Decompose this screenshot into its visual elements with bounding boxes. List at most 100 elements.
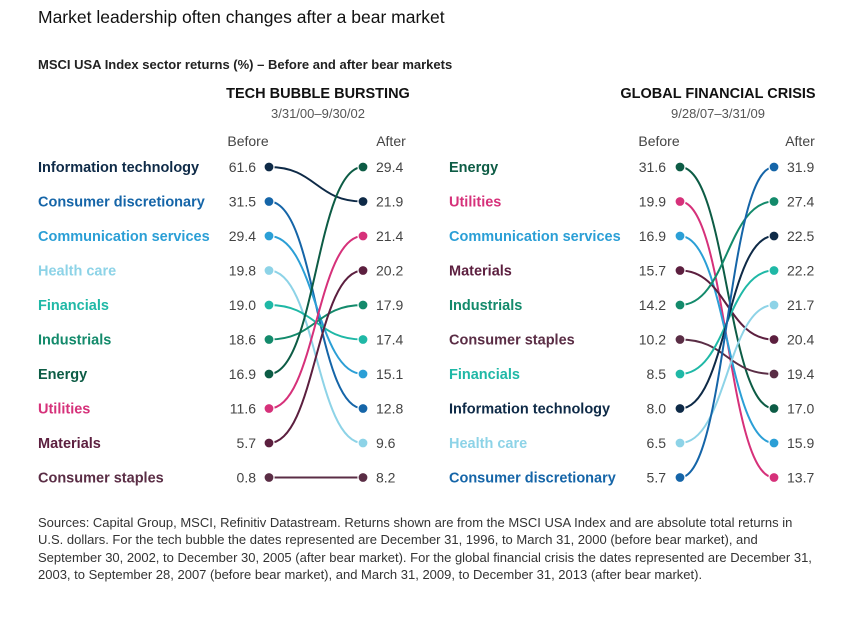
slope-panel: GLOBAL FINANCIAL CRISIS 9/28/07–3/31/09 Be… [449, 86, 816, 487]
after-dot-materials [357, 264, 369, 277]
sector-label-consumer-staples: Consumer staples [449, 333, 575, 349]
panel-date-range: 3/31/00–9/30/02 [271, 106, 365, 121]
before-dot-health-care [674, 437, 686, 449]
before-column-header: Before [227, 133, 268, 149]
panel-title: GLOBAL FINANCIAL CRISIS [620, 86, 816, 102]
before-dot-information-technology [263, 161, 275, 173]
after-dot-information-technology [768, 230, 780, 242]
after-value-label: 31.9 [787, 159, 814, 175]
slope-panels: TECH BUBBLE BURSTING3/31/00–9/30/02Befor… [38, 86, 816, 487]
chart-canvas: Market leadership often changes after a … [38, 7, 816, 487]
before-dot-information-technology [674, 402, 686, 415]
slope-line-energy [268, 166, 364, 375]
before-value-label: 16.9 [229, 366, 256, 382]
before-value-label: 18.6 [229, 332, 256, 348]
sector-label-industrials: Industrials [449, 298, 522, 314]
sector-label-materials: Materials [449, 264, 512, 280]
after-dot-utilities [768, 471, 780, 484]
before-dot-health-care [263, 264, 275, 277]
before-value-label: 31.6 [639, 159, 666, 175]
sector-label-energy: Energy [449, 160, 498, 176]
sector-label-industrials: Industrials [38, 333, 111, 349]
slope-panel: TECH BUBBLE BURSTING 3/31/00–9/30/02Befor… [38, 86, 410, 487]
before-value-label: 61.6 [229, 159, 256, 175]
slope-line-industrials [679, 200, 775, 306]
sector-label-utilities: Utilities [38, 402, 90, 418]
after-value-label: 17.0 [787, 401, 814, 417]
after-dot-consumer-discretionary [357, 402, 369, 415]
before-value-label: 8.5 [647, 366, 667, 382]
slope-line-communication-services [268, 235, 364, 375]
before-column-header: Before [638, 133, 679, 149]
after-dot-energy [768, 402, 780, 415]
chart-subtitle: MSCI USA Index sector returns (%) – Befo… [38, 57, 452, 72]
before-value-label: 11.6 [230, 401, 256, 417]
before-dot-utilities [674, 195, 686, 208]
sector-label-consumer-staples: Consumer staples [38, 471, 164, 487]
after-dot-financials [768, 264, 780, 277]
after-value-label: 12.8 [376, 401, 403, 417]
after-value-label: 17.9 [376, 297, 403, 313]
panel-title: TECH BUBBLE BURSTING [226, 86, 410, 102]
after-dot-industrials [357, 299, 369, 311]
after-value-label: 29.4 [376, 159, 403, 175]
after-value-label: 15.1 [376, 366, 403, 382]
after-dot-communication-services [768, 437, 780, 449]
before-dot-materials [263, 437, 275, 449]
slope-line-consumer-staples [679, 338, 775, 375]
before-dot-communication-services [674, 230, 686, 242]
slope-line-energy [679, 166, 775, 410]
sector-label-utilities: Utilities [449, 195, 501, 211]
panel-date-range: 9/28/07–3/31/09 [671, 106, 765, 121]
sector-label-materials: Materials [38, 436, 101, 452]
before-dot-consumer-discretionary [263, 195, 275, 208]
before-dot-materials [674, 264, 686, 277]
connector-lines [679, 166, 775, 479]
before-value-label: 8.0 [647, 401, 667, 417]
before-dot-consumer-discretionary [674, 471, 686, 484]
before-dot-energy [674, 161, 686, 173]
before-value-label: 29.4 [229, 228, 256, 244]
after-dot-health-care [357, 437, 369, 449]
after-value-label: 13.7 [787, 470, 814, 486]
sector-label-communication-services: Communication services [38, 229, 210, 245]
after-value-label: 22.5 [787, 228, 814, 244]
before-value-label: 6.5 [647, 435, 667, 451]
sector-label-financials: Financials [38, 298, 109, 314]
after-value-label: 20.2 [376, 263, 403, 279]
slope-line-materials [268, 269, 364, 444]
before-value-label: 16.9 [639, 228, 666, 244]
before-dot-financials [674, 368, 686, 380]
after-value-label: 21.4 [376, 228, 403, 244]
before-value-label: 31.5 [229, 194, 256, 210]
after-dot-energy [357, 161, 369, 173]
after-dot-information-technology [357, 195, 369, 208]
sector-label-consumer-discretionary: Consumer discretionary [38, 195, 205, 211]
before-dot-consumer-staples [674, 333, 686, 346]
before-dot-energy [263, 368, 275, 380]
before-value-label: 14.2 [639, 297, 666, 313]
before-value-label: 10.2 [639, 332, 666, 348]
after-value-label: 22.2 [787, 263, 814, 279]
after-dot-health-care [768, 299, 780, 311]
after-value-label: 27.4 [787, 194, 814, 210]
sources-footnote: Sources: Capital Group, MSCI, Refinitiv … [38, 515, 812, 582]
slope-line-consumer-discretionary [679, 166, 775, 479]
after-value-label: 20.4 [787, 332, 814, 348]
after-column-header: After [376, 133, 406, 149]
chart-main-title: Market leadership often changes after a … [38, 7, 445, 27]
sector-label-consumer-discretionary: Consumer discretionary [449, 471, 616, 487]
before-dot-industrials [674, 299, 686, 311]
sector-label-information-technology: Information technology [449, 402, 610, 418]
after-value-label: 17.4 [376, 332, 403, 348]
after-value-label: 8.2 [376, 470, 396, 486]
after-value-label: 21.7 [787, 297, 814, 313]
after-dot-materials [768, 333, 780, 346]
before-value-label: 5.7 [647, 470, 667, 486]
sector-label-health-care: Health care [38, 264, 116, 280]
after-value-label: 15.9 [787, 435, 814, 451]
after-dot-communication-services [357, 368, 369, 380]
after-value-label: 21.9 [376, 194, 403, 210]
before-dot-communication-services [263, 230, 275, 242]
after-dot-consumer-staples [768, 368, 780, 380]
